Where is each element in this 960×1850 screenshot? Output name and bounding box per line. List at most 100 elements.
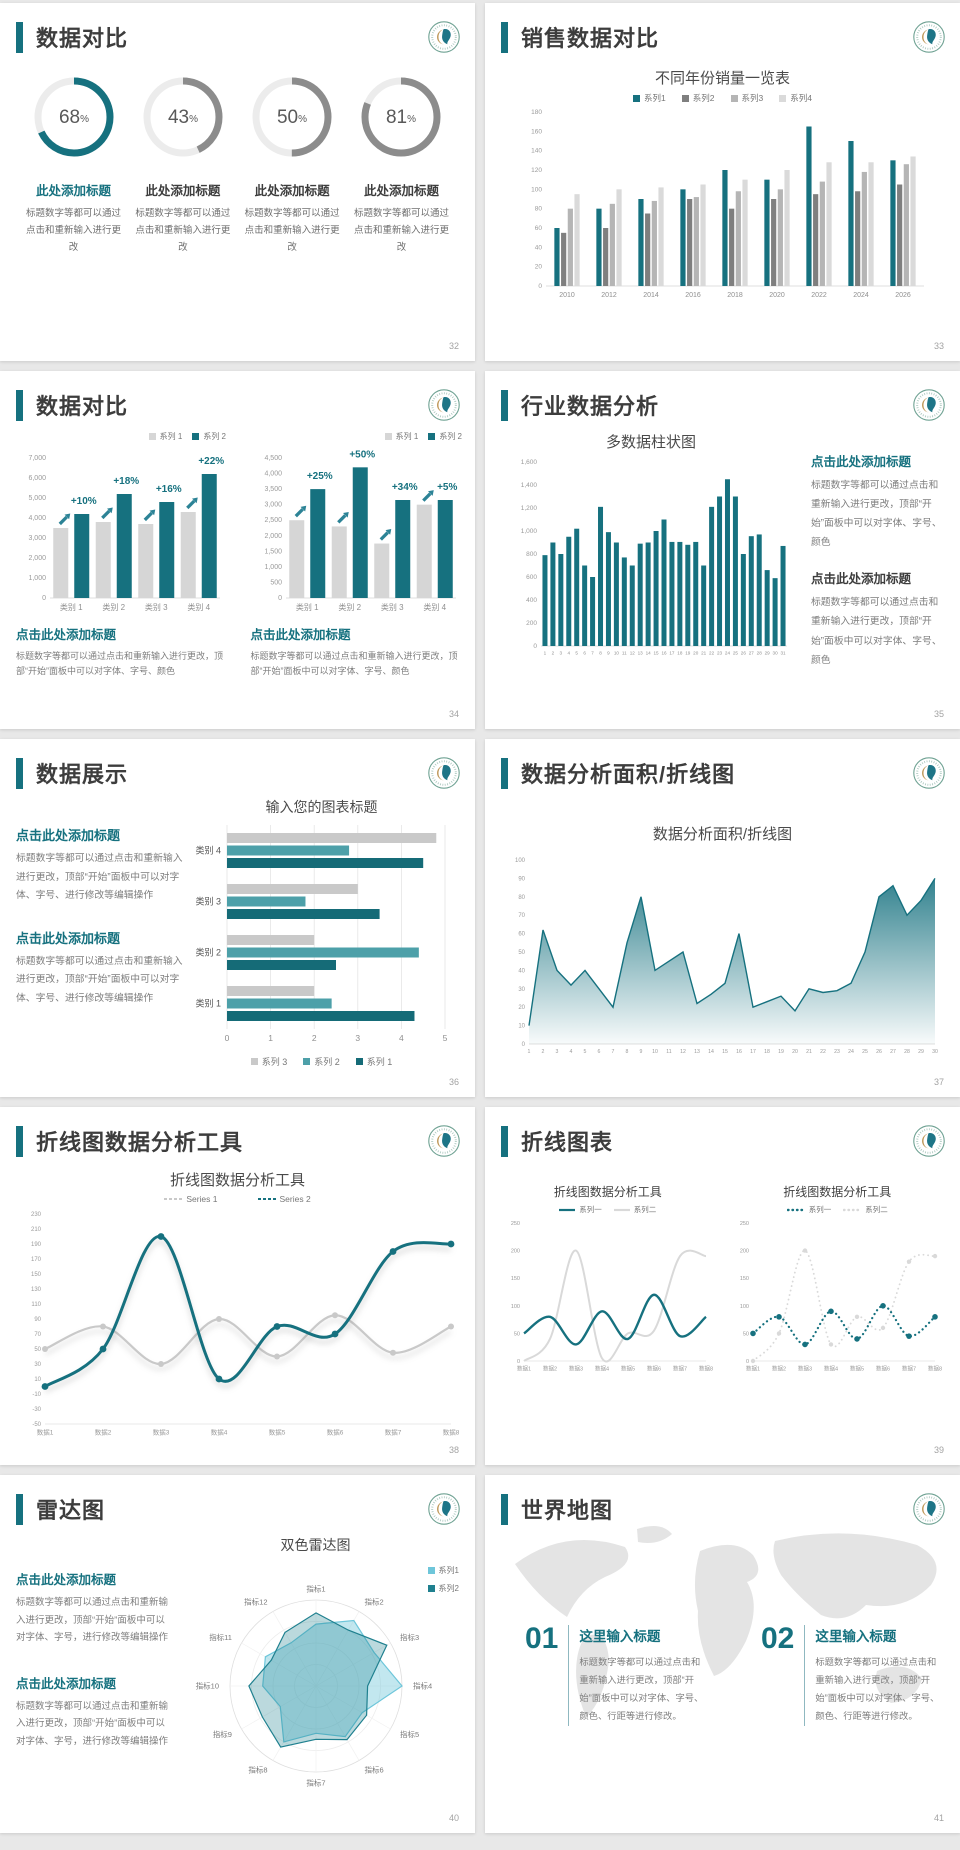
slide-39-line-charts[interactable]: 折线图表 折线图数据分析工具 系列一 系列二 0 50 100 150 200 250 数据1… [485,1107,960,1465]
svg-text:0: 0 [42,595,46,602]
legend-item: Series 2 [257,1194,311,1204]
logo-svg [913,389,945,421]
svg-text:4: 4 [567,651,570,656]
slide-title: 折线图数据分析工具 [36,1130,244,1155]
line-chart-svg: 0 50 100 150 200 250 数据1 数据2 数据3 数据4 数据5 数据6 数据7 数据8 [740,1221,942,1373]
logo-icon [427,388,461,422]
svg-text:230: 230 [30,1212,41,1218]
legend-item: 系列 2 [428,431,462,442]
svg-text:数据4: 数据4 [824,1365,838,1373]
svg-text:数据1: 数据1 [36,1428,53,1437]
donut-chart-svg: 68% [34,77,113,157]
chart-title: 折线图数据分析工具 [783,1185,892,1199]
text-block: 点击此处添加标题 标题数字等都可以通过点击和重新输入进行更改，顶部“开始”面板中… [811,568,944,669]
legend-item: 系列 1 [355,1055,392,1068]
svg-text:29: 29 [918,1049,924,1055]
svg-text:+5%: +5% [437,482,457,493]
logo-icon [427,1124,461,1158]
text-block: 点击此处添加标题 标题数字等都可以通过点击和重新输入进行更改，顶部“开始”面板中… [811,451,944,552]
svg-text:50: 50 [514,1331,520,1337]
slide-36-data-display[interactable]: 数据展示 点击此处添加标题 标题数字等都可以通过点击和重新输入进行更改，顶部“开… [0,739,475,1097]
line-chart: 0 50 100 150 200 250 数据1 数据2 数据3 数据4 数据5 数据6 数据7 数据8 [501,1217,715,1375]
svg-text:0: 0 [517,1359,520,1365]
slide-33-sales-data-comparison[interactable]: 销售数据对比 不同年份销量一览表 系列1 系列2 系列3 系列4 0 20 40 60 80 1… [485,3,960,361]
donut-row: 68% 此处添加标题 标题数字等都可以通过点击和重新输入进行更改 43% 此处添加标题标… [16,75,459,256]
legend-item: 系列 3 [250,1055,287,1068]
donut-title: 此处添加标题 [254,184,330,198]
slide-35-industry-data-analysis[interactable]: 行业数据分析 多数据柱状图 0 200 400 600 800 1,000 1,200 1,4… [485,371,960,729]
slide-32-data-comparison-donuts[interactable]: 数据对比 68% 此处添加标题 标题数字等都可以通过点击和重新输入进行更改 43% 此处… [0,3,475,361]
slide-41-world-map[interactable]: 世界地图 01 这里输入标题 标题数字等都可以通过点 [485,1475,960,1833]
svg-text:指标6: 指标6 [364,1765,383,1775]
svg-text:数据3: 数据3 [569,1365,583,1373]
slide-title: 数据对比 [36,394,129,419]
logo-icon [912,20,946,54]
svg-text:指标11: 指标11 [209,1632,232,1642]
chart-legend: 系列 1 系列 2 [16,431,226,442]
svg-text:29: 29 [765,651,771,656]
svg-text:28: 28 [757,651,763,656]
svg-text:7: 7 [591,651,594,656]
svg-text:20: 20 [693,651,699,656]
growth-bar-chart: 0 500 1,000 1,500 2,000 2,500 3,000 3,500 4,000 4… [252,442,462,614]
svg-text:190: 190 [30,1242,41,1248]
slide-header: 数据对比 [16,387,461,423]
svg-text:11: 11 [622,651,627,656]
svg-text:1,000: 1,000 [521,528,538,535]
slide-38-line-chart-tool[interactable]: 折线图数据分析工具 折线图数据分析工具 Series 1 Series 2 -50… [0,1107,475,1465]
world-map-svg [515,1525,937,1717]
slide-title: 行业数据分析 [521,394,660,419]
legend-item: 系列一 [559,1205,602,1214]
accent-bar [501,1493,508,1525]
horizontal-bar-chart: 0 1 2 3 4 5 类别 4 类别 3 类别 2 类别 1 [184,819,459,1053]
page-number: 38 [448,1445,459,1455]
donut-chart-svg: 50% [252,77,332,157]
chart-title: 数据分析面积/折线图 [652,826,793,843]
slide-34-data-comparison-bars[interactable]: 数据对比 系列 1 系列 2 0 1,000 2,000 3,000 4,000 5,000… [0,371,475,729]
accent-bar [501,389,508,421]
svg-text:数据5: 数据5 [268,1428,285,1437]
slide-37-area-line-chart[interactable]: 数据分析面积/折线图 数据分析面积/折线图 0 10 20 30 40 50 60 70 80 9… [485,739,960,1097]
page-number: 40 [448,1813,459,1823]
svg-text:4,000: 4,000 [28,515,46,522]
slide-header: 雷达图 [16,1491,461,1527]
svg-text:22: 22 [709,651,715,656]
svg-text:+16%: +16% [156,484,182,495]
slide-title: 折线图表 [521,1130,614,1155]
svg-text:2: 2 [311,1033,316,1043]
svg-text:180: 180 [531,109,542,116]
legend-item: 系列2 [681,92,715,104]
svg-text:指标1: 指标1 [306,1584,325,1594]
donut-body: 标题数字等都可以通过点击和重新输入进行更改 [135,208,231,254]
chart-title: 双色雷达图 [280,1537,351,1553]
svg-text:5: 5 [442,1033,447,1043]
slide-40-radar-chart[interactable]: 雷达图 点击此处添加标题 标题数字等都可以通过点击和重新输入进行更改，顶部“开始… [0,1475,475,1833]
svg-text:17: 17 [750,1049,756,1055]
svg-text:指标2: 指标2 [364,1596,383,1606]
chart-legend: 系列一 系列二 [731,1204,945,1215]
text-block: 点击此处添加标题 标题数字等都可以通过点击和重新输入进行更改，顶部“开始”面板中… [16,624,225,680]
slide-header: 行业数据分析 [501,387,946,423]
chart-title: 折线图数据分析工具 [553,1185,662,1199]
slide-title: 雷达图 [36,1498,106,1523]
svg-text:100: 100 [531,186,542,193]
svg-text:4: 4 [569,1049,572,1055]
item-body: 标题数字等都可以通过点击和重新输入进行更改，顶部“开始”面板中可以对字体、字号、… [579,1657,704,1722]
donut-item: 68% 此处添加标题 标题数字等都可以通过点击和重新输入进行更改 [22,75,125,256]
svg-text:数据6: 数据6 [326,1428,343,1437]
svg-text:18: 18 [764,1049,770,1055]
slide-title: 世界地图 [521,1498,614,1523]
radar-chart: 指标1 指标2 指标3 指标4 指标5 指标6 指标7 指标8 指标9 指标10 指标11 指标12 [172,1555,459,1809]
svg-text:指标7: 指标7 [306,1778,325,1788]
svg-text:31: 31 [780,651,786,656]
svg-text:8: 8 [599,651,602,656]
logo-svg [428,757,460,789]
chart-title: 折线图数据分析工具 [169,1172,305,1189]
donut-title: 此处添加标题 [145,184,221,198]
svg-text:数据1: 数据1 [517,1365,531,1373]
svg-text:21: 21 [701,651,707,656]
svg-text:200: 200 [740,1249,749,1255]
svg-text:1: 1 [527,1049,530,1055]
